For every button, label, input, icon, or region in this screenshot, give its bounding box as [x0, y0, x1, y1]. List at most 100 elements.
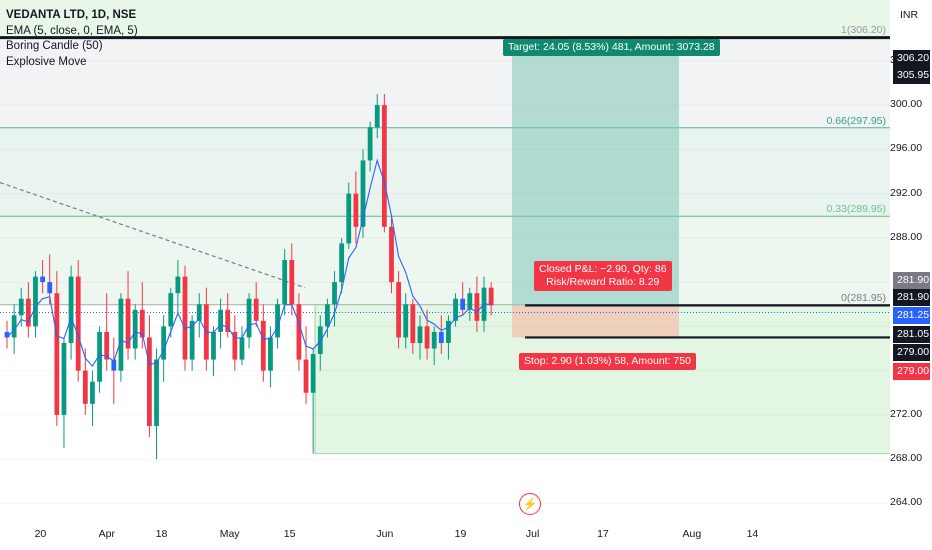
candle-body — [40, 276, 45, 283]
candle-body — [332, 282, 337, 305]
candle-body — [410, 304, 416, 343]
candle-body — [317, 326, 323, 355]
candle-body — [90, 381, 95, 404]
candle-body — [310, 354, 316, 393]
candle-body — [118, 298, 124, 371]
fib-level-label: 0.66(297.95) — [826, 114, 886, 127]
fib-level-label: 0.33(289.95) — [826, 203, 886, 216]
candle-body — [417, 326, 423, 343]
candle-body — [139, 309, 145, 338]
price-tag: 281.90 — [893, 272, 930, 289]
price-axis-label: 300.00 — [890, 98, 923, 111]
price-tag: 281.25 — [893, 307, 930, 324]
candle-body — [75, 276, 81, 371]
stop-zone — [512, 305, 679, 338]
symbol-title[interactable]: VEDANTA LTD, 1D, NSE — [6, 9, 137, 21]
candle-body — [246, 298, 252, 338]
candle-body — [381, 105, 387, 227]
candle-body — [4, 331, 10, 338]
ema-indicator-label[interactable]: EMA (5, close, 0, EMA, 5) — [6, 24, 138, 37]
time-axis-label: 14 — [746, 528, 759, 540]
candle-body — [232, 331, 238, 360]
candle-body — [175, 276, 181, 294]
candle-body — [125, 298, 131, 349]
time-axis-label: 18 — [155, 528, 168, 540]
candle-body — [289, 260, 295, 305]
candle-body — [104, 331, 110, 360]
candle-body — [367, 127, 373, 161]
price-axis-label: 296.00 — [890, 142, 923, 155]
fib-zone-top — [0, 36, 890, 128]
closed-pnl-badge[interactable]: Closed P&L: −2.90, Qty: 86 Risk/Reward R… — [534, 261, 672, 291]
fib-zone-mid — [0, 127, 890, 217]
candle-body — [189, 320, 195, 360]
candle-body — [61, 342, 67, 415]
candle-body — [18, 298, 24, 316]
explosive-move-indicator-label[interactable]: Explosive Move — [6, 55, 87, 68]
fib-zone-low — [0, 216, 890, 305]
candle-body — [303, 359, 309, 393]
fib-level-label: 1(306.20) — [841, 23, 886, 36]
time-axis-label: 19 — [454, 528, 467, 540]
candle-body — [111, 359, 117, 371]
candle-body — [196, 304, 202, 321]
candle-body — [168, 293, 174, 327]
flash-icon[interactable]: ⚡ — [519, 493, 541, 515]
chart-legend: VEDANTA LTD, 1D, NSE EMA (5, close, 0, E… — [6, 8, 138, 70]
boring-candle-indicator-label[interactable]: Boring Candle (50) — [6, 40, 103, 52]
fib-level-label: 0(281.95) — [841, 291, 886, 304]
candle-body — [147, 337, 152, 426]
candle-body — [154, 359, 159, 426]
candle-body — [82, 370, 88, 404]
candle-body — [446, 320, 451, 343]
price-axis-label: 264.00 — [890, 496, 923, 509]
candle-body — [253, 298, 259, 321]
candle-body — [389, 226, 394, 283]
stop-badge[interactable]: Stop: 2.90 (1.03%) 58, Amount: 750 — [519, 353, 696, 370]
candle-body — [161, 326, 167, 360]
candle-body — [424, 326, 430, 349]
target-badge[interactable]: Target: 24.05 (8.53%) 481, Amount: 3073.… — [503, 39, 720, 56]
candle-body — [11, 315, 17, 338]
trend-line — [0, 181, 306, 289]
candle-body — [438, 331, 444, 343]
candle-body — [396, 282, 401, 338]
price-axis-label: 288.00 — [890, 230, 923, 243]
candle-body — [218, 309, 223, 332]
time-axis-label: 15 — [283, 528, 296, 540]
candle-body — [54, 293, 60, 415]
candle-body — [296, 304, 302, 360]
time-axis-label: May — [219, 528, 240, 540]
candle-body — [25, 298, 31, 327]
candle-body — [225, 309, 231, 332]
candle-body — [403, 304, 409, 338]
time-axis-label: 17 — [597, 528, 609, 540]
closed-pnl-text: Closed P&L: −2.90, Qty: 86 — [539, 263, 667, 275]
ema-line — [6, 158, 492, 368]
candle-body — [431, 331, 437, 349]
candle-body — [68, 276, 74, 343]
upper-zone — [0, 0, 890, 37]
time-axis-label: Aug — [682, 528, 702, 540]
time-axis-label: Jul — [525, 528, 540, 540]
candle-body — [346, 193, 352, 244]
price-tag: 305.95 — [893, 67, 930, 84]
candle-body — [211, 331, 216, 360]
risk-reward-text: Risk/Reward Ratio: 8.29 — [546, 276, 660, 288]
candle-body — [467, 293, 473, 310]
candle-body — [268, 337, 273, 371]
candle-body — [33, 276, 38, 327]
candle-body — [474, 293, 480, 321]
candle-body — [282, 260, 288, 305]
candle-body — [488, 287, 494, 306]
price-tag: 306.20 — [893, 50, 930, 67]
candle-body — [47, 282, 53, 294]
candle-body — [97, 331, 102, 382]
time-axis-label: Jun — [376, 528, 394, 540]
candle-body — [339, 243, 345, 283]
price-tag: 279.00 — [893, 363, 930, 380]
candle-body — [260, 320, 266, 371]
candle-body — [239, 337, 245, 360]
candle-body — [353, 193, 359, 227]
